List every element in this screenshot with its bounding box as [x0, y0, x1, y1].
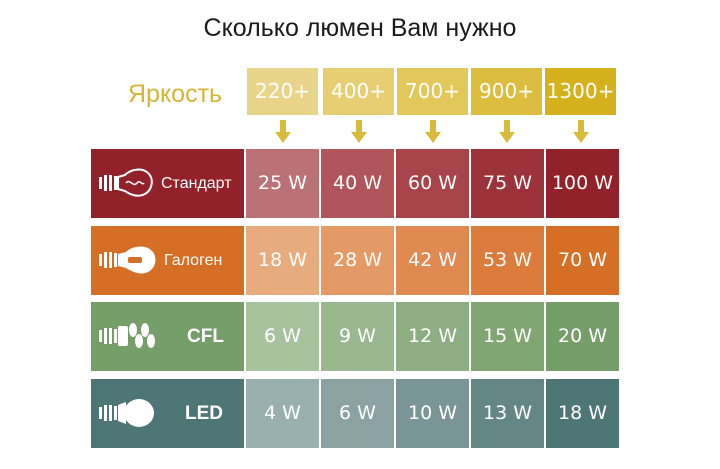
wattage-cell: 6 W	[321, 379, 394, 448]
lumen-header-1300: 1300+	[545, 68, 616, 115]
down-arrow-icon	[275, 120, 291, 143]
wattage-cell: 9 W	[321, 302, 394, 371]
wattage-cell: 60 W	[396, 149, 469, 218]
wattage-cell: 18 W	[546, 379, 619, 448]
wattage-cell: 70 W	[546, 226, 619, 295]
wattage-cell: 6 W	[246, 302, 319, 371]
row-label-halogen: Галоген	[91, 226, 244, 295]
wattage-cell: 40 W	[321, 149, 394, 218]
row-label-text: Стандарт	[161, 175, 232, 192]
wattage-cell: 75 W	[471, 149, 544, 218]
row-label-text: LED	[185, 403, 223, 424]
row-label-led: LED	[91, 379, 244, 448]
row-label-text: CFL	[187, 326, 224, 347]
row-label-cfl: CFL	[91, 302, 244, 371]
page-title: Сколько люмен Вам нужно	[203, 14, 517, 42]
wattage-cell: 15 W	[471, 302, 544, 371]
lumen-header-700: 700+	[397, 68, 468, 115]
down-arrow-icon	[351, 120, 367, 143]
wattage-cell: 53 W	[471, 226, 544, 295]
wattage-cell: 13 W	[471, 379, 544, 448]
wattage-cell: 25 W	[246, 149, 319, 218]
led-bulb-icon	[99, 399, 154, 427]
lumen-header-900: 900+	[471, 68, 542, 115]
wattage-cell: 12 W	[396, 302, 469, 371]
wattage-cell: 20 W	[546, 302, 619, 371]
wattage-cell: 4 W	[246, 379, 319, 448]
down-arrow-icon	[573, 120, 589, 143]
lumen-header-220: 220+	[247, 68, 318, 115]
lumen-header-400: 400+	[323, 68, 394, 115]
wattage-cell: 18 W	[246, 226, 319, 295]
down-arrow-icon	[425, 120, 441, 143]
cfl-bulb-icon	[99, 323, 155, 348]
wattage-cell: 100 W	[546, 149, 619, 218]
row-label-text: Галоген	[164, 252, 223, 269]
brightness-label: Яркость	[128, 80, 223, 108]
wattage-cell: 28 W	[321, 226, 394, 295]
halogen-bulb-icon	[99, 246, 156, 274]
wattage-cell: 10 W	[396, 379, 469, 448]
down-arrow-icon	[499, 120, 515, 143]
wattage-cell: 42 W	[396, 226, 469, 295]
row-label-standard: Стандарт	[91, 149, 244, 218]
incandescent-bulb-icon	[99, 168, 153, 197]
